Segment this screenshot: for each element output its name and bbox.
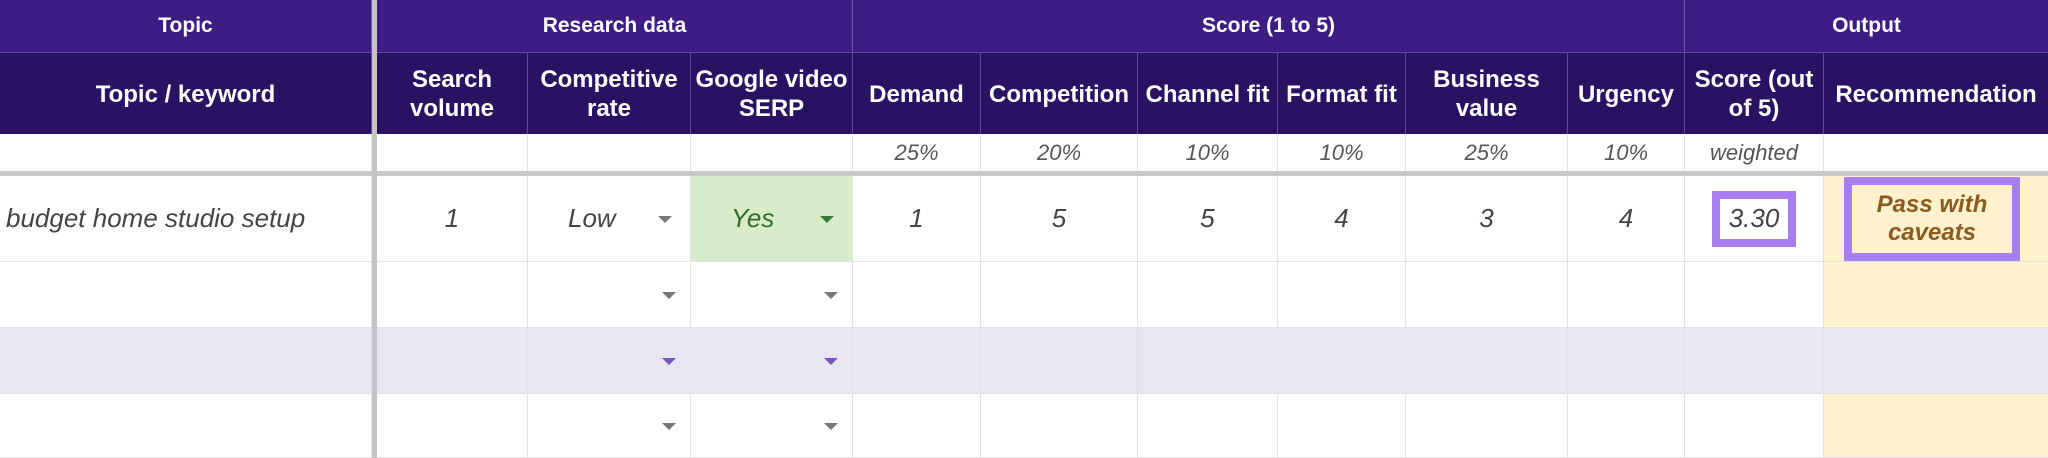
header-score-out-of-5[interactable]: Score (out of 5) [1685, 53, 1824, 135]
google-video-serp-dropdown[interactable] [691, 394, 853, 458]
competition-cell[interactable] [981, 328, 1138, 394]
weight-cell-competitive-rate[interactable] [528, 134, 691, 171]
group-header-topic[interactable]: Topic [0, 0, 372, 52]
recommendation-value: Pass with caveats [1844, 176, 2020, 261]
google-video-serp-value: Yes [731, 203, 775, 233]
chevron-down-icon[interactable] [824, 358, 838, 365]
urgency-cell[interactable]: 4 [1568, 176, 1685, 262]
google-video-serp-dropdown[interactable] [691, 328, 853, 394]
header-competition[interactable]: Competition [981, 53, 1138, 135]
topic-keyword-cell[interactable]: budget home studio setup [0, 176, 372, 262]
competitive-rate-dropdown[interactable] [528, 394, 691, 458]
google-video-serp-dropdown[interactable]: Yes [691, 176, 853, 262]
chevron-down-icon[interactable] [824, 292, 838, 299]
recommendation-cell[interactable]: Pass with caveats [1824, 176, 2048, 262]
weight-cell-google-video-serp[interactable] [691, 134, 853, 171]
search-volume-cell[interactable] [377, 262, 528, 328]
weights-row: 25% 20% 10% 10% 25% 10% weighted [0, 134, 2048, 176]
business-value-cell[interactable] [1406, 262, 1568, 328]
format-fit-cell[interactable] [1278, 262, 1406, 328]
chevron-down-icon[interactable] [662, 423, 676, 430]
google-video-serp-dropdown[interactable] [691, 262, 853, 328]
weight-demand[interactable]: 25% [853, 134, 981, 171]
recommendation-cell[interactable] [1824, 262, 2048, 328]
header-format-fit[interactable]: Format fit [1278, 53, 1406, 135]
score-cell[interactable] [1685, 328, 1824, 394]
topic-keyword-cell[interactable] [0, 394, 372, 458]
channel-fit-cell[interactable]: 5 [1138, 176, 1278, 262]
header-competitive-rate[interactable]: Competitive rate [528, 53, 691, 135]
chevron-down-icon[interactable] [662, 358, 676, 365]
group-header-output[interactable]: Output [1832, 14, 1901, 37]
competition-cell[interactable] [981, 394, 1138, 458]
header-google-video-serp[interactable]: Google video SERP [691, 53, 853, 135]
format-fit-cell[interactable] [1278, 394, 1406, 458]
demand-cell[interactable]: 1 [853, 176, 981, 262]
header-search-volume[interactable]: Search volume [377, 53, 528, 135]
search-volume-cell[interactable]: 1 [377, 176, 528, 262]
header-recommendation[interactable]: Recommendation [1835, 80, 2037, 108]
chevron-down-icon[interactable] [824, 423, 838, 430]
competitive-rate-dropdown[interactable] [528, 262, 691, 328]
competitive-rate-dropdown[interactable] [528, 328, 691, 394]
search-volume-cell[interactable] [377, 328, 528, 394]
score-cell[interactable] [1685, 394, 1824, 458]
competitive-rate-dropdown[interactable]: Low [528, 176, 691, 262]
group-header-research-data[interactable]: Research data [377, 0, 853, 52]
header-demand[interactable]: Demand [853, 53, 981, 135]
weight-cell-search-volume[interactable] [377, 134, 528, 171]
weight-channel-fit[interactable]: 10% [1138, 134, 1278, 171]
header-business-value[interactable]: Business value [1406, 53, 1568, 135]
channel-fit-cell[interactable] [1138, 262, 1278, 328]
group-header-row: Topic Research data Score (1 to 5) Outpu… [0, 0, 2048, 52]
demand-cell[interactable] [853, 328, 981, 394]
search-volume-cell[interactable] [377, 394, 528, 458]
header-topic-keyword[interactable]: Topic / keyword [0, 53, 372, 135]
weight-score[interactable]: weighted [1685, 134, 1824, 171]
urgency-cell[interactable] [1568, 262, 1685, 328]
recommendation-cell[interactable] [1824, 394, 2048, 458]
demand-cell[interactable] [853, 262, 981, 328]
weight-urgency[interactable]: 10% [1568, 134, 1685, 171]
topic-keyword-cell[interactable] [0, 262, 372, 328]
format-fit-cell[interactable] [1278, 328, 1406, 394]
table-row: budget home studio setup 1 Low Yes 1 5 5… [0, 176, 2048, 262]
business-value-cell[interactable] [1406, 328, 1568, 394]
weight-cell-recommendation[interactable] [1824, 134, 2048, 171]
table-row [0, 262, 2048, 328]
chevron-down-icon[interactable] [662, 292, 676, 299]
table-row [0, 394, 2048, 458]
chevron-down-icon[interactable] [820, 216, 834, 223]
score-cell[interactable]: 3.30 [1685, 176, 1824, 262]
group-header-score[interactable]: Score (1 to 5) [853, 0, 1685, 52]
competition-cell[interactable]: 5 [981, 176, 1138, 262]
competitive-rate-value: Low [568, 203, 616, 233]
column-header-row: Topic / keyword Search volume Competitiv… [0, 52, 2048, 135]
competition-cell[interactable] [981, 262, 1138, 328]
weight-format-fit[interactable]: 10% [1278, 134, 1406, 171]
channel-fit-cell[interactable] [1138, 394, 1278, 458]
weight-competition[interactable]: 20% [981, 134, 1138, 171]
channel-fit-cell[interactable] [1138, 328, 1278, 394]
chevron-down-icon[interactable] [658, 216, 672, 223]
header-urgency[interactable]: Urgency [1568, 53, 1685, 135]
urgency-cell[interactable] [1568, 394, 1685, 458]
format-fit-cell[interactable]: 4 [1278, 176, 1406, 262]
recommendation-cell[interactable] [1824, 328, 2048, 394]
business-value-cell[interactable] [1406, 394, 1568, 458]
business-value-cell[interactable]: 3 [1406, 176, 1568, 262]
weight-business-value[interactable]: 25% [1406, 134, 1568, 171]
header-channel-fit[interactable]: Channel fit [1138, 53, 1278, 135]
topic-keyword-cell[interactable] [0, 328, 372, 394]
score-cell[interactable] [1685, 262, 1824, 328]
frozen-column-divider[interactable] [372, 0, 377, 458]
weight-cell-topic[interactable] [0, 134, 372, 171]
table-row [0, 328, 2048, 394]
urgency-cell[interactable] [1568, 328, 1685, 394]
demand-cell[interactable] [853, 394, 981, 458]
score-value: 3.30 [1712, 190, 1796, 247]
